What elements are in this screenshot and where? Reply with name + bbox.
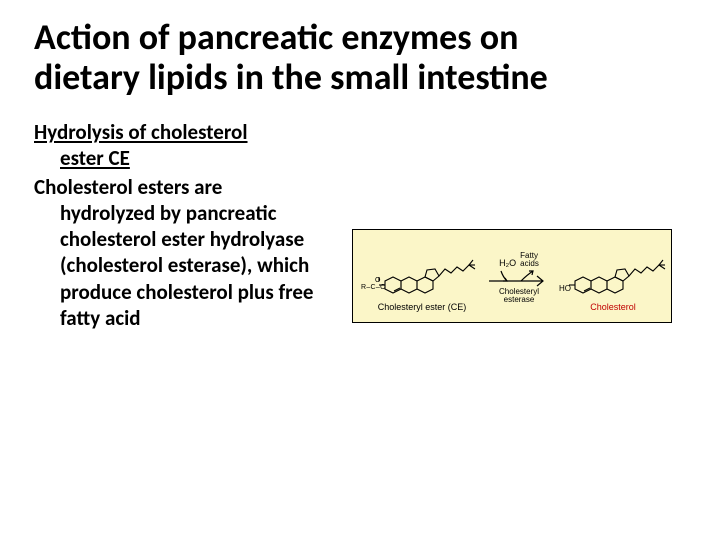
acids-label: acids bbox=[520, 259, 539, 268]
subhead-line-2: ester CE bbox=[34, 145, 334, 171]
slide: Action of pancreatic enzymes on dietary … bbox=[0, 0, 720, 540]
reaction-arrow-block: H₂O Fatty acids bbox=[487, 252, 551, 305]
paragraph: Cholesterol esters are hydrolyzed by pan… bbox=[34, 174, 334, 332]
slide-title: Action of pancreatic enzymes on dietary … bbox=[34, 18, 686, 97]
left-text-column: Hydrolysis of cholesterol ester CE Chole… bbox=[34, 119, 334, 331]
para-rest: hydrolyzed by pancreatic cholesterol est… bbox=[34, 200, 334, 331]
right-diagram-column: O R–C–O bbox=[352, 119, 686, 323]
title-line-2: dietary lipids in the small intestine bbox=[34, 55, 548, 99]
reaction-arrow-icon bbox=[487, 269, 551, 287]
body-columns: Hydrolysis of cholesterol ester CE Chole… bbox=[34, 119, 686, 331]
cholesterol-molecule: HO bbox=[557, 243, 669, 312]
reaction-diagram: O R–C–O bbox=[352, 229, 672, 323]
subheading: Hydrolysis of cholesterol ester CE bbox=[34, 119, 334, 172]
cholesteryl-ester-molecule: O R–C–O bbox=[363, 243, 481, 312]
subhead-line-1: Hydrolysis of cholesterol bbox=[34, 119, 248, 145]
ester-o-top: O bbox=[361, 277, 386, 284]
title-line-1: Action of pancreatic enzymes on bbox=[34, 15, 518, 59]
h2o-label: H₂O bbox=[499, 259, 516, 268]
para-first-line: Cholesterol esters are bbox=[34, 174, 222, 200]
enzyme-l2: esterase bbox=[504, 295, 535, 304]
cholesterol-structure-icon bbox=[557, 243, 669, 301]
ester-group-label: O R–C–O bbox=[361, 277, 386, 291]
ce-structure-icon bbox=[363, 243, 481, 301]
hydroxyl-label: HO bbox=[559, 285, 571, 293]
enzyme-label: Cholesteryl esterase bbox=[499, 288, 539, 305]
ce-label: Cholesteryl ester (CE) bbox=[378, 303, 467, 312]
diagram-row: O R–C–O bbox=[353, 230, 671, 322]
ester-rco: R–C–O bbox=[361, 284, 386, 291]
cholesterol-label: Cholesterol bbox=[590, 303, 636, 312]
